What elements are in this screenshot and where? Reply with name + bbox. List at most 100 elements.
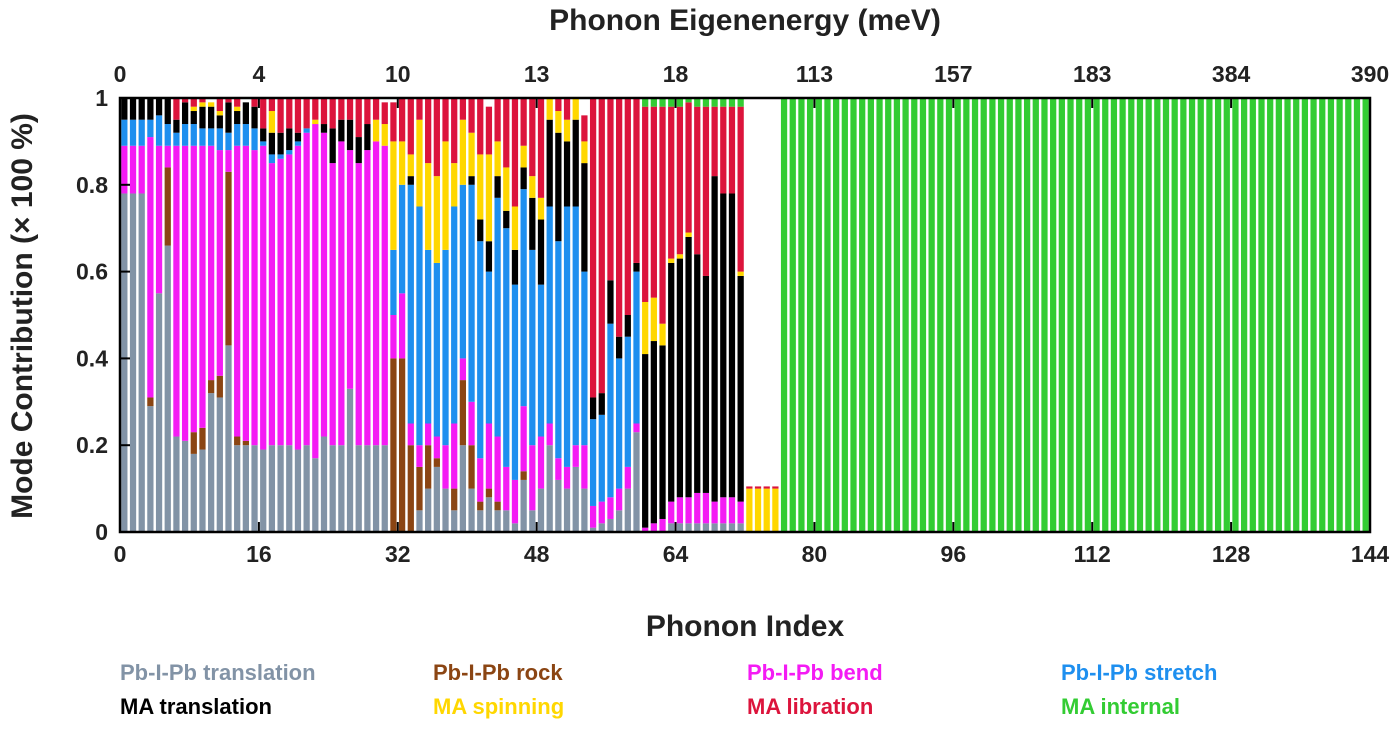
bar-segment-76-s6 [772,486,779,489]
bar-segment-52-s0 [563,488,571,532]
bar-segment-117-s7 [1128,98,1135,532]
bar-segment-77-s7 [780,98,788,532]
bar-segment-12-s5 [216,111,223,116]
bar-segment-18-s0 [268,445,276,532]
bar-segment-26-s6 [338,98,345,120]
bar-segment-5-s3 [155,115,163,146]
bar-segment-23-s6 [312,98,319,120]
bar-segment-40-s5 [459,119,467,185]
x-tick-label: 128 [1212,541,1251,567]
bar-segment-41-s1 [468,445,475,489]
bar-segment-89-s7 [885,98,892,532]
bar-segment-72-s5 [737,271,744,276]
bar-segment-23-s2 [312,124,319,459]
bar-segment-66-s4 [685,236,692,498]
bar-segment-45-s4 [503,210,510,229]
bar-segment-46-s6 [511,98,519,207]
bar-segment-51-s0 [555,479,562,532]
bar-segment-30-s2 [372,141,380,446]
bar-segment-45-s2 [503,466,510,511]
bar-segment-54-s5 [581,141,588,164]
bar-segment-58-s0 [616,510,623,532]
bar-segment-10-s2 [199,145,206,428]
bar-segment-74-s5 [754,488,762,532]
bar-segment-28-s0 [355,445,362,532]
bar-segment-28-s4 [355,137,362,164]
bar-segment-71-s2 [728,497,736,524]
bar-segment-6-s3 [164,124,171,146]
bar-segment-15-s3 [242,124,249,146]
bar-segment-33-s1 [398,358,406,532]
legend-item-ma-libration: MA libration [747,694,874,719]
bar-segment-29-s6 [364,98,371,125]
bar-segment-87-s7 [867,98,874,532]
bar-segment-42-s3 [477,241,484,459]
bar-segment-38-s6 [442,98,449,142]
bar-segment-144-s7 [1362,98,1369,532]
legend-item-pb-i-pb-translation: Pb-I-Pb translation [120,660,316,685]
bar-segment-51-s2 [555,458,562,480]
bar-segment-10-s0 [199,449,206,532]
bar-segment-68-s0 [702,523,710,532]
bar-segment-7-s2 [173,145,180,437]
bar-segment-35-s1 [416,466,423,511]
bar-segment-75-s5 [763,488,770,532]
bar-segment-14-s6 [234,98,241,107]
bar-segment-48-s6 [529,98,536,177]
bar-segment-123-s7 [1180,98,1187,532]
bar-segment-47-s4 [520,167,527,190]
bar-segment-27-s2 [346,150,354,389]
x2-tick-label: 18 [663,61,689,87]
bar-segment-32-s6 [390,102,397,142]
bar-segment-127-s7 [1214,98,1222,532]
bar-segment-11-s0 [208,393,215,532]
bar-segment-26-s0 [338,445,345,532]
bar-segment-37-s1 [433,458,440,467]
bar-segment-21-s0 [294,449,302,532]
bar-segment-6-s1 [164,167,171,246]
bar-segment-70-s4 [720,193,727,498]
bar-segment-8-s0 [181,440,189,532]
bar-segment-53-s0 [572,466,579,532]
bar-segment-111-s7 [1076,98,1083,532]
bar-segment-49-s4 [537,219,545,285]
bar-segment-40-s2 [459,358,467,381]
bar-segment-74-s6 [754,486,762,489]
bar-segment-3-s3 [138,119,145,146]
bar-segment-1-s4 [121,98,128,120]
bar-segment-62-s7 [650,98,657,107]
bar-segment-21-s4 [294,132,302,142]
bar-segment-55-s3 [589,419,597,506]
bar-segment-10-s1 [199,427,206,450]
bar-segment-116-s7 [1119,98,1126,532]
bar-segment-138-s7 [1310,98,1317,532]
bar-segment-52-s2 [563,466,571,489]
bar-segment-4-s4 [147,98,154,120]
bar-segment-47-s5 [520,145,527,168]
bar-segment-38-s5 [442,141,449,250]
bar-segment-41-s2 [468,401,475,446]
bar-segment-39-s6 [451,98,458,164]
bar-segment-20-s3 [286,150,293,155]
bar-segment-100-s7 [980,98,987,532]
bar-segment-17-s4 [260,128,267,142]
bar-segment-63-s7 [659,98,666,107]
bar-segment-12-s1 [216,375,223,398]
legend-item-ma-spinning: MA spinning [433,694,565,719]
bar-segment-4-s0 [147,406,154,532]
bar-segment-47-s3 [520,189,527,407]
bar-segment-1-s3 [121,119,128,146]
bar-segment-39-s2 [451,423,458,489]
bar-segment-107-s7 [1041,98,1048,532]
bars-layer [121,98,1369,533]
bar-segment-27-s0 [346,388,354,532]
bar-segment-51-s5 [555,111,562,133]
bar-segment-20-s0 [286,445,293,532]
bar-segment-71-s6 [728,106,736,194]
bar-segment-42-s6 [477,98,484,155]
bar-segment-65-s4 [676,258,684,498]
bar-segment-18-s6 [268,98,276,112]
bar-segment-36-s6 [425,98,432,164]
bar-segment-1-s2 [121,145,128,194]
bar-segment-49-s2 [537,436,545,489]
